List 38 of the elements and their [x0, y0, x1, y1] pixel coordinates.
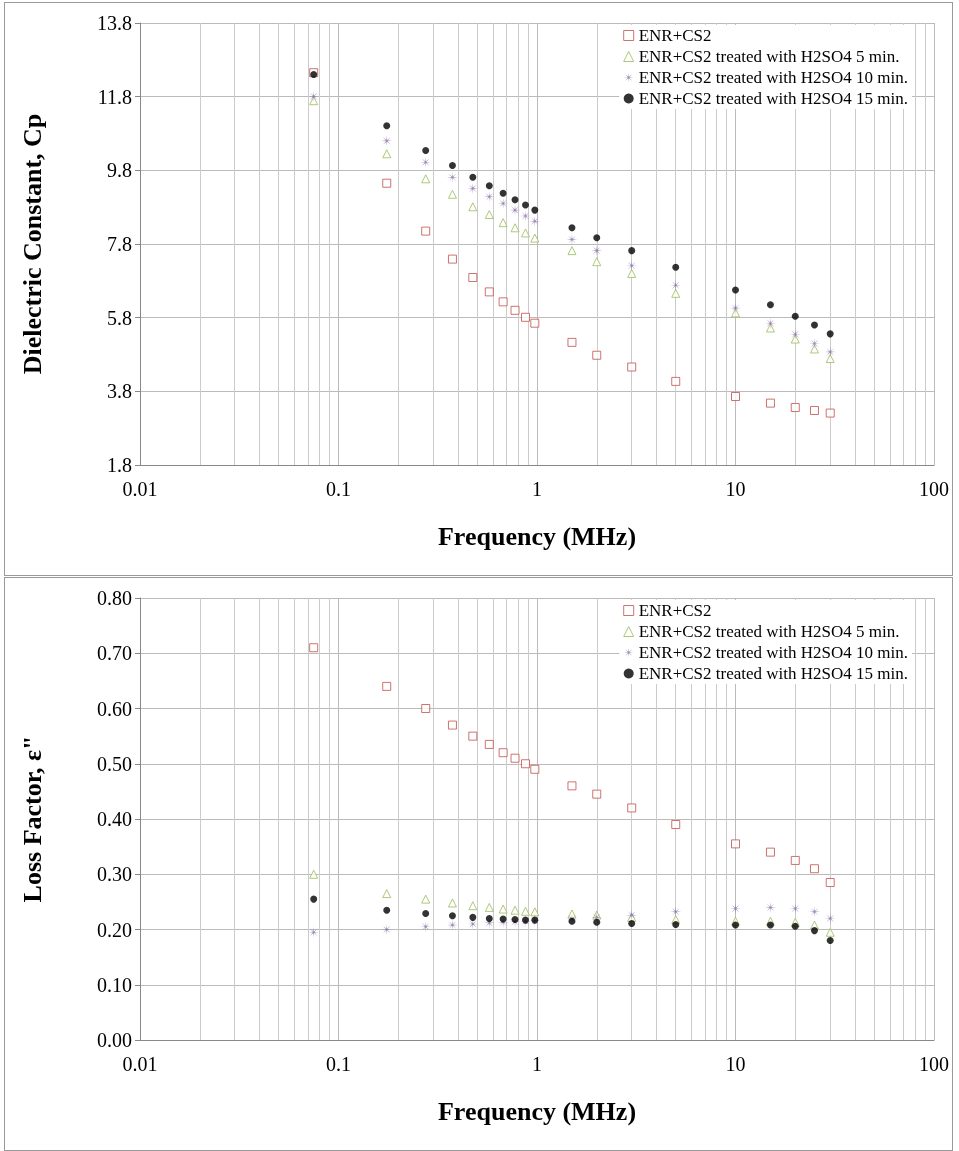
y-tick-label: 9.8 [107, 159, 132, 182]
x-axis-title: Frequency (MHz) [437, 521, 637, 551]
x-tick-label: 10 [725, 478, 746, 500]
x-tick-label: 1 [532, 1053, 542, 1075]
legend-label: ENR+CS2 [638, 26, 712, 45]
legend-label: ENR+CS2 treated with H2SO4 5 min. [638, 622, 900, 641]
y-tick-label: 3.8 [107, 380, 132, 403]
y-tick-label: 0.20 [97, 918, 132, 941]
y-tick-label: 0.50 [97, 752, 132, 775]
x-tick-label: 1 [532, 478, 542, 500]
x-tick-label: 100 [919, 478, 949, 500]
y-tick-label: 0.30 [97, 863, 132, 886]
x-tick-label: 0.1 [326, 478, 351, 500]
x-axis-title: Frequency (MHz) [437, 1096, 637, 1126]
y-tick-label: 11.8 [97, 85, 132, 108]
y-axis-title: Dielectric Constant, Cp [17, 113, 47, 375]
y-tick-label: 0.40 [97, 808, 132, 830]
legend-label: ENR+CS2 treated with H2SO4 15 min. [638, 664, 909, 683]
legend-label: ENR+CS2 treated with H2SO4 5 min. [638, 47, 900, 66]
y-tick-label: 0.70 [97, 642, 132, 665]
legend-label: ENR+CS2 treated with H2SO4 10 min. [638, 643, 909, 662]
x-tick-label: 0.01 [122, 478, 158, 500]
legend-label: ENR+CS2 [638, 601, 712, 620]
y-axis-title: Loss Factor, ε" [17, 735, 47, 903]
y-tick-label: 0.00 [97, 1029, 132, 1051]
x-tick-label: 10 [725, 1053, 746, 1075]
y-tick-label: 1.8 [107, 454, 132, 476]
y-tick-label: 0.80 [97, 587, 132, 609]
y-tick-label: 0.10 [97, 973, 132, 996]
legend-label: ENR+CS2 treated with H2SO4 10 min. [638, 68, 909, 87]
y-tick-label: 0.60 [97, 697, 132, 720]
x-tick-label: 100 [919, 1053, 949, 1075]
y-tick-label: 13.8 [97, 12, 132, 34]
x-tick-label: 0.1 [326, 1053, 351, 1075]
y-tick-label: 7.8 [107, 233, 132, 255]
y-tick-label: 5.8 [107, 306, 132, 329]
x-tick-label: 0.01 [122, 1053, 158, 1075]
legend-label: ENR+CS2 treated with H2SO4 15 min. [638, 89, 909, 108]
